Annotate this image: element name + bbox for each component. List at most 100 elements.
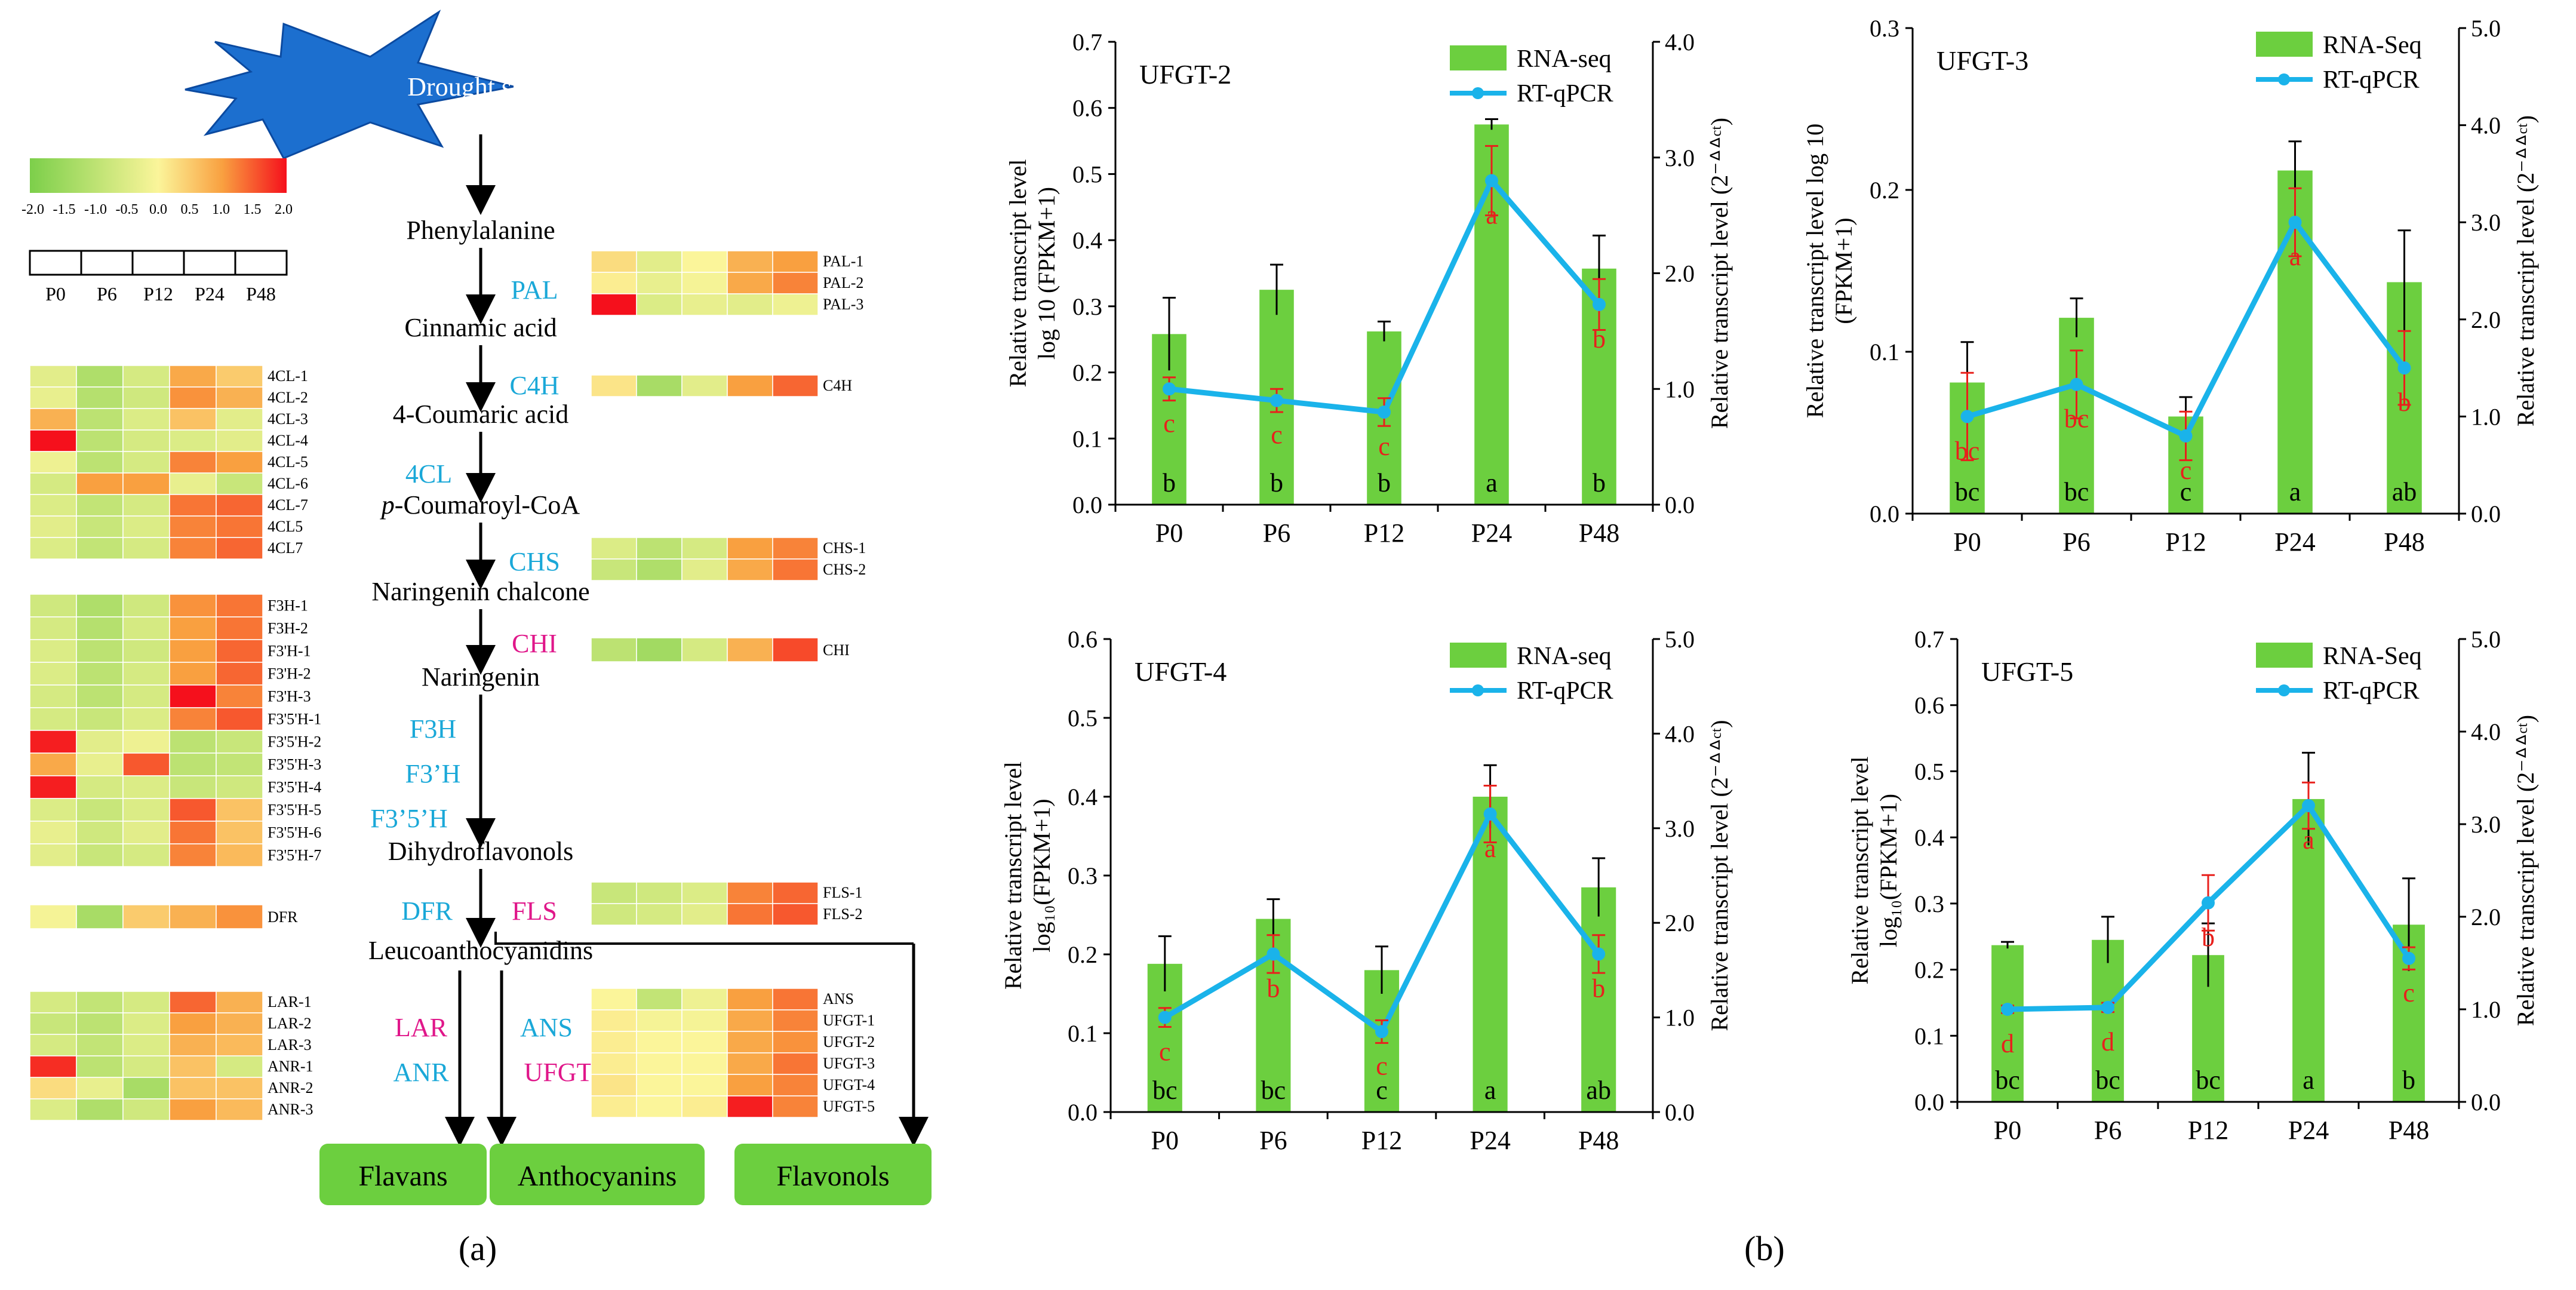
y-tick-label: 0.6	[1914, 692, 1944, 719]
y2-tick-label: 1.0	[1665, 376, 1695, 403]
scale-tick-label: 0.0	[149, 202, 167, 217]
scale-tick-label: 1.0	[212, 202, 230, 217]
heatmap: F3H-1 F3H-2 F3'H-1 F3'H-2 F3'H-3 F3'5'H-1 F3'5…	[29, 594, 321, 867]
heatmap: CHI	[591, 637, 850, 662]
heatmap: FLS-1 FLS-2	[591, 882, 862, 926]
heatmap-cell	[636, 537, 683, 560]
legend-bar-swatch	[2256, 643, 2313, 668]
x-tick-label: P24	[1470, 1126, 1510, 1155]
product-label: Flavonols	[776, 1160, 889, 1192]
qpcr-letter: bc	[2064, 404, 2089, 434]
legend-bar-label: RNA-seq	[1517, 45, 1612, 73]
heatmap-cell	[636, 1074, 683, 1096]
heatmap-cell	[216, 1077, 263, 1099]
enzyme-label: ANS	[520, 1013, 573, 1042]
heatmap-cell	[76, 904, 124, 929]
heatmap-cell	[772, 1009, 819, 1032]
scale-tick-label: 2.0	[275, 202, 293, 217]
heatmap-cell	[169, 843, 217, 867]
gene-label: F3'H-1	[268, 642, 311, 659]
y2-tick-label: 0.0	[2471, 500, 2501, 527]
qpcr-point	[1267, 947, 1280, 961]
heatmap-cell	[727, 558, 773, 581]
x-tick-label: P6	[1263, 518, 1290, 548]
y-tick-label: 0.1	[1068, 1020, 1098, 1047]
y2-axis-label: Relative transcript level (2⁻ᐞᐞᶜᵗ)	[2512, 715, 2539, 1026]
heatmap-cell	[216, 798, 263, 822]
chart: bc bc c a abcbcab0.00.10.20.30.40.50.60.01.0…	[1000, 626, 1733, 1155]
enzyme-label: UFGT	[524, 1058, 593, 1087]
stage-box	[183, 250, 236, 276]
heatmap-cell	[122, 408, 170, 431]
bar-letter: bc	[2196, 1065, 2221, 1095]
gene-label: 4CL-1	[268, 367, 308, 385]
heatmap-cell	[122, 365, 170, 388]
gene-label: DFR	[268, 908, 298, 926]
gene-label: F3'5'H-5	[268, 801, 321, 818]
chart: bc bc bc a b d d b a c 0.0 0.1 0.2 0.3 0.4 0.5 0.6 0.7 0.0…	[1846, 626, 2539, 1145]
legend-line-label: RT-qPCR	[1517, 677, 1613, 705]
heatmap: C4H	[591, 374, 852, 397]
y-tick-label: 0.6	[1068, 626, 1098, 653]
bar-letter: b	[1163, 468, 1176, 497]
scale-tick-label: 0.5	[181, 202, 199, 217]
heatmap-cell	[636, 1052, 683, 1075]
heatmap-cell	[772, 882, 819, 904]
heatmap-cell	[636, 374, 683, 397]
heatmap-cell	[169, 904, 217, 929]
metabolite-label: p-Coumaroyl-CoA	[380, 490, 580, 520]
bar-letter: c	[1376, 1076, 1388, 1105]
heatmap-cell	[216, 616, 263, 640]
heatmap-cell	[216, 1098, 263, 1121]
heatmap-cell	[727, 293, 773, 316]
heatmap-cell	[29, 616, 77, 640]
qpcr-point	[2101, 1000, 2114, 1014]
qpcr-point	[1960, 410, 1974, 423]
y-tick-label: 0.5	[1068, 705, 1098, 732]
heatmap-cell	[681, 293, 728, 316]
heatmap-cell	[169, 515, 217, 538]
heatmap-cell	[681, 882, 728, 904]
x-tick-label: P12	[1361, 1126, 1402, 1155]
enzyme-label: ANR	[394, 1058, 450, 1087]
y2-tick-label: 2.0	[1665, 910, 1695, 936]
y2-tick-label: 3.0	[2471, 209, 2501, 236]
y2-tick-label: 3.0	[1665, 145, 1695, 171]
product-box	[490, 1144, 705, 1205]
gene-label: CHI	[823, 641, 850, 659]
heatmap-cell	[29, 594, 77, 618]
heatmap-cell	[169, 1077, 217, 1099]
chart: b b b a bc c cab0.00.10.20.30.40.50.60.70.01.0…	[1004, 29, 1733, 548]
product-box	[319, 1144, 487, 1205]
pathway-panel: Drought stress -2.0 -1.5 -1.0 -0.5 0.0 0.5 1.0…	[21, 10, 932, 1268]
y2-tick-label: 1.0	[1665, 1005, 1695, 1031]
heatmap-cell	[29, 537, 77, 560]
heatmap-cell	[169, 662, 217, 686]
y-tick-label: 0.1	[1914, 1022, 1944, 1049]
y-tick-label: 0.0	[1870, 500, 1899, 527]
qpcr-letter: b	[1267, 973, 1280, 1003]
heatmap-cell	[681, 1074, 728, 1096]
heatmap-cell	[727, 1095, 773, 1118]
legend-line-label: RT-qPCR	[2323, 66, 2420, 94]
heatmap-cell	[772, 374, 819, 397]
heatmap-cell	[122, 991, 170, 1013]
qpcr-point	[1270, 394, 1283, 407]
heatmap-cell	[216, 494, 263, 517]
bar-letter: b	[1593, 468, 1606, 497]
y2-tick-label: 3.0	[2471, 811, 2501, 838]
heatmap-cell	[727, 250, 773, 273]
heatmap-cell	[76, 684, 124, 708]
heatmap-cell	[76, 408, 124, 431]
heatmap-cell	[169, 451, 217, 474]
heatmap-cell	[122, 821, 170, 844]
heatmap-cell	[216, 537, 263, 560]
heatmap-cell	[727, 882, 773, 904]
heatmap-cell	[216, 1012, 263, 1035]
bar-letter: b	[2402, 1065, 2415, 1095]
enzyme-label: C4H	[509, 371, 559, 400]
heatmap-cell	[29, 752, 77, 776]
heatmap-cell	[29, 662, 77, 686]
heatmap-cell	[76, 991, 124, 1013]
